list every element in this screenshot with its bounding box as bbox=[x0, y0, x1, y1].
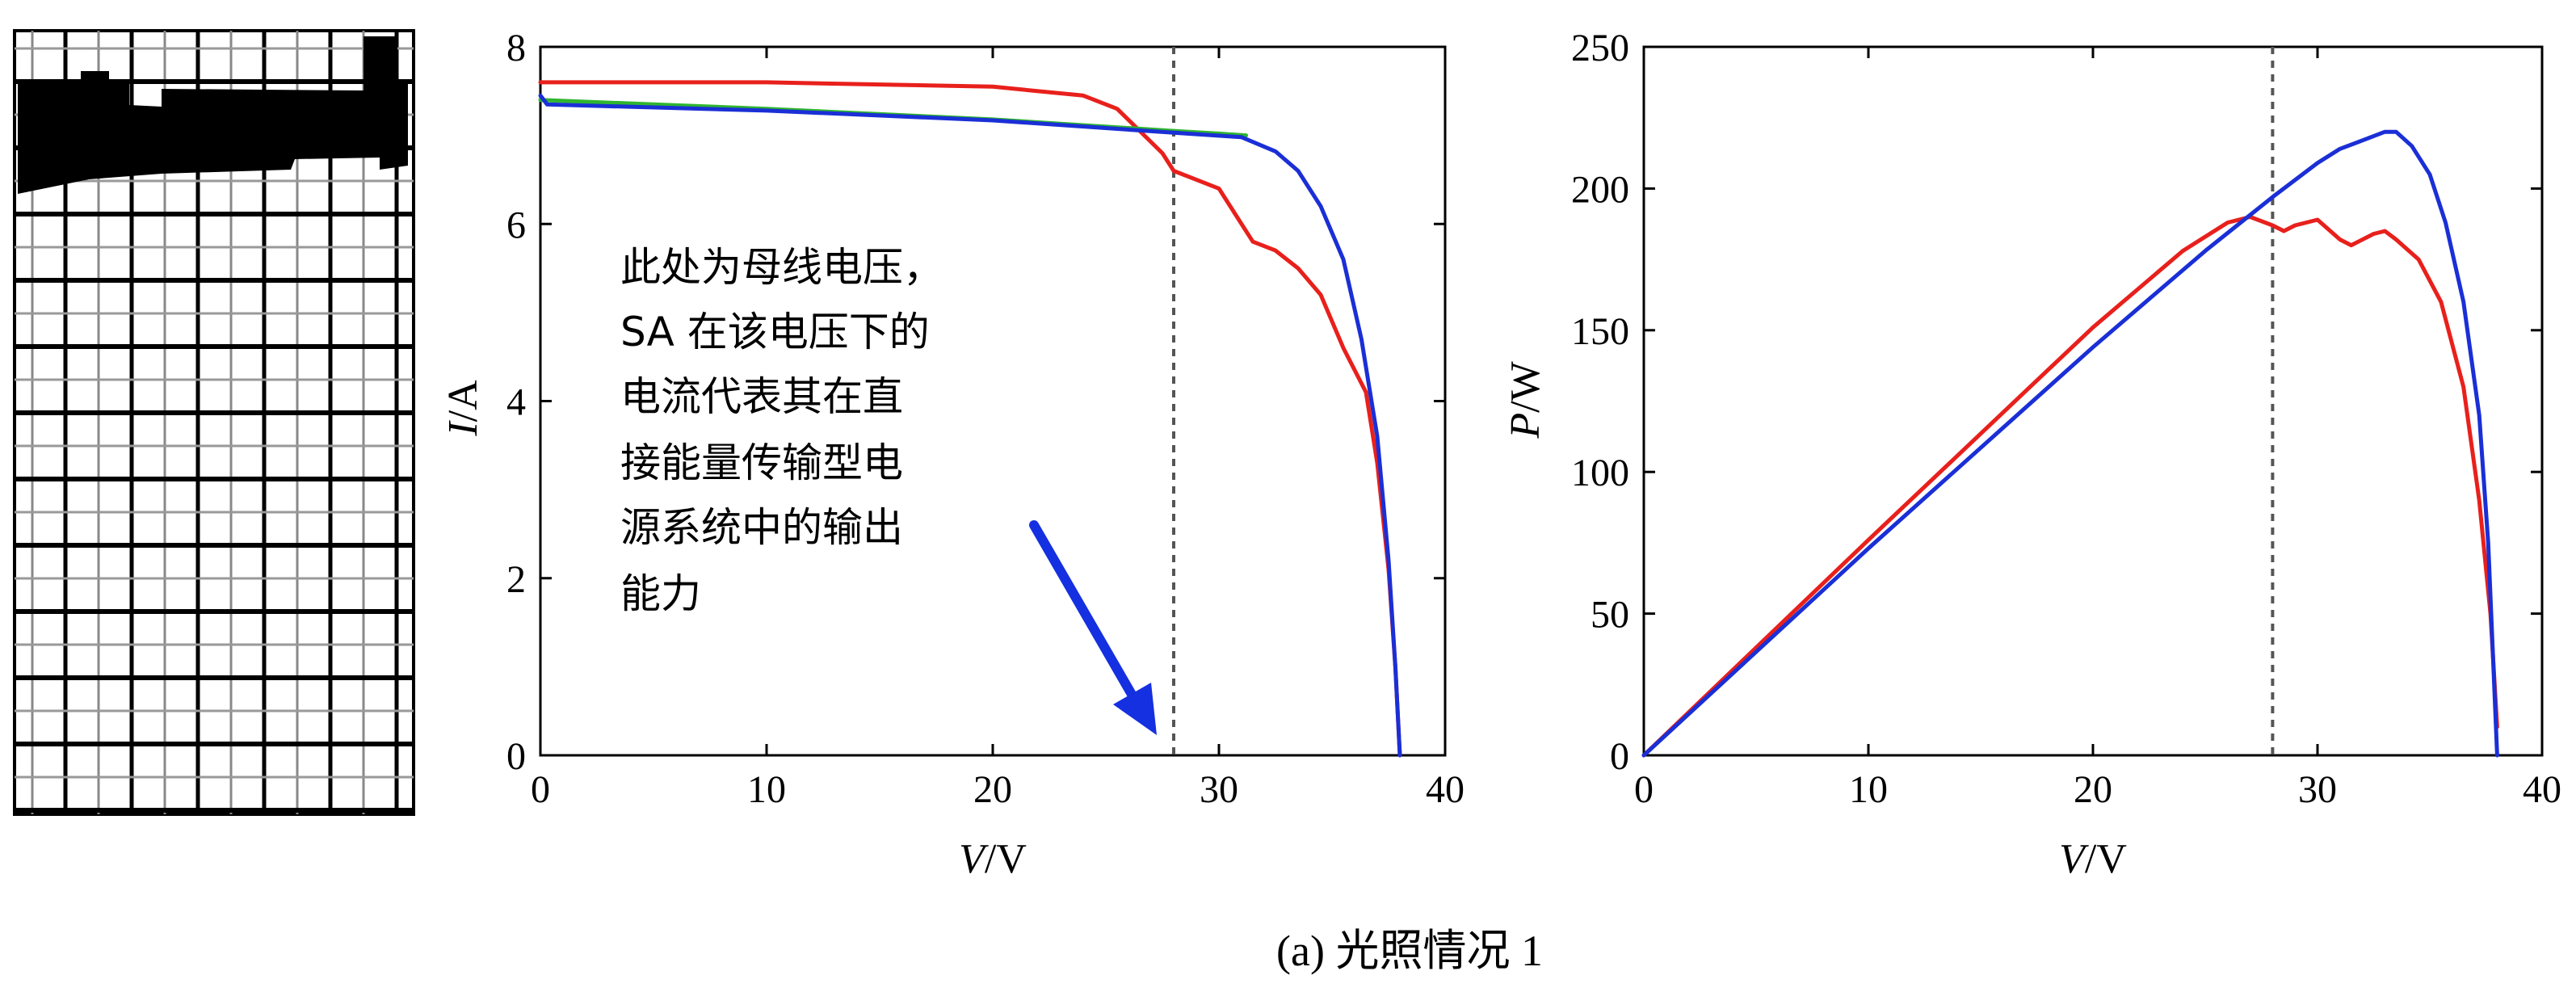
iv-series-red bbox=[538, 80, 1402, 758]
annotation-line: 电流代表其在直 bbox=[620, 373, 903, 420]
pv-x-tick-label: 20 bbox=[2074, 768, 2112, 811]
pv-ticks: 0 10 20 30 40 0 50 100 150 200 250 bbox=[1571, 27, 2561, 811]
iv-ticks: 0 10 20 30 40 0 2 4 6 8 bbox=[506, 27, 1464, 811]
iv-chart: 0 10 20 30 40 0 2 4 6 8 V/V I/A 此处为母线电压， SA 在该电压下… bbox=[440, 27, 1464, 882]
pv-y-tick-label: 100 bbox=[1571, 452, 1629, 494]
annotation-line: SA 在该电压下的 bbox=[620, 309, 930, 355]
annotation-line: 源系统中的输出 bbox=[620, 504, 903, 551]
iv-y-tick-label: 4 bbox=[506, 381, 526, 424]
iv-y-tick-label: 2 bbox=[506, 558, 526, 601]
pv-x-tick-label: 0 bbox=[1634, 768, 1654, 811]
iv-x-tick-label: 40 bbox=[1426, 768, 1464, 811]
iv-series-blue bbox=[538, 93, 1402, 758]
iv-x-tick-label: 10 bbox=[747, 768, 786, 811]
pv-x-axis-label: V/V bbox=[2059, 836, 2127, 882]
pv-x-tick-label: 30 bbox=[2298, 768, 2337, 811]
iv-y-tick-label: 6 bbox=[506, 204, 526, 246]
grid-thumbnail bbox=[13, 29, 415, 816]
annotation-arrow bbox=[1029, 520, 1157, 735]
pv-y-axis-label: P/W bbox=[1502, 361, 1549, 439]
pv-series bbox=[1641, 129, 2499, 758]
pv-chart: 0 10 20 30 40 0 50 100 150 200 250 V/V P/W bbox=[1502, 27, 2561, 882]
iv-x-tick-label: 0 bbox=[531, 768, 550, 811]
annotation-line: 能力 bbox=[620, 570, 701, 617]
pv-series-red bbox=[1641, 215, 2499, 758]
pv-y-tick-label: 0 bbox=[1610, 735, 1629, 778]
pv-x-tick-label: 40 bbox=[2523, 768, 2561, 811]
iv-series bbox=[538, 80, 1402, 758]
pv-plot-frame bbox=[1642, 45, 2544, 757]
annotation: 此处为母线电压， SA 在该电压下的 电流代表其在直 接能量传输型电 源系统中的… bbox=[620, 244, 943, 617]
iv-y-tick-label: 8 bbox=[506, 27, 526, 69]
iv-x-tick-label: 20 bbox=[973, 768, 1012, 811]
grid-lines bbox=[15, 31, 414, 814]
pv-x-tick-label: 10 bbox=[1849, 768, 1888, 811]
pv-y-tick-label: 50 bbox=[1591, 594, 1629, 637]
pv-y-tick-label: 200 bbox=[1571, 168, 1629, 211]
iv-y-tick-label: 0 bbox=[506, 735, 526, 778]
annotation-line: 此处为母线电压， bbox=[620, 244, 943, 291]
shadow-band bbox=[18, 36, 408, 194]
figure-caption: (a) 光照情况 1 bbox=[1276, 927, 1543, 975]
iv-x-tick-label: 30 bbox=[1200, 768, 1238, 811]
pv-series-blue bbox=[1641, 129, 2499, 758]
iv-x-axis-label: V/V bbox=[959, 836, 1027, 882]
pv-y-tick-label: 250 bbox=[1571, 27, 1629, 69]
iv-y-axis-label: I/A bbox=[440, 380, 486, 437]
pv-y-tick-label: 150 bbox=[1571, 310, 1629, 353]
annotation-line: 接能量传输型电 bbox=[620, 439, 903, 486]
